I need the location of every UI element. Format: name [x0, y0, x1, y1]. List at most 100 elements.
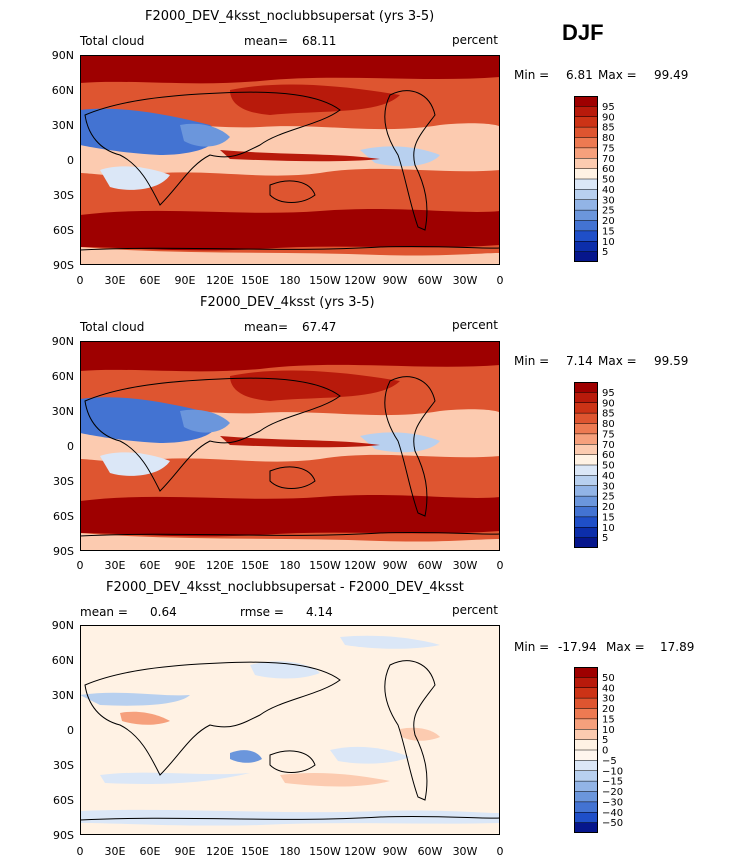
panel-2-ytick: 30S — [53, 475, 74, 488]
colorbar-label: 0 — [602, 746, 608, 757]
colorbar-swatch — [574, 770, 598, 782]
panel-1-variable-label: Total cloud — [80, 34, 145, 48]
panel-1-min-label: Min = — [514, 68, 550, 82]
colorbar-label: 20 — [602, 704, 615, 715]
colorbar-swatch — [574, 739, 598, 751]
panel-1-xtick: 90E — [174, 274, 196, 287]
colorbar-swatch — [574, 527, 598, 538]
panel-1-xtick: 120E — [206, 274, 234, 287]
colorbar-swatch — [574, 496, 598, 507]
arabia-clear — [180, 409, 230, 433]
colorbar-label: 40 — [602, 683, 615, 694]
colorbar-label: 25 — [602, 206, 615, 217]
panel-3-map — [80, 625, 500, 835]
south-atlantic-dry — [100, 452, 170, 476]
southern-storm — [80, 209, 500, 251]
colorbar-swatch — [574, 423, 598, 435]
colorbar-label: 80 — [602, 133, 615, 144]
south-atlantic-dry — [100, 166, 170, 190]
colorbar-swatch — [574, 392, 598, 404]
diff-blob-pos2 — [400, 727, 440, 741]
panel-3-ytick: 60N — [51, 654, 74, 667]
diff-blob-australia — [230, 750, 262, 763]
colorbar-swatch — [574, 718, 598, 730]
panel-2-xtick: 0 — [496, 559, 504, 572]
panel-2-xtick: 90E — [174, 559, 196, 572]
colorbar-swatch — [574, 781, 598, 792]
colorbar-label: −50 — [602, 818, 623, 829]
colorbar-label: 25 — [602, 492, 615, 503]
panel-3-ytick: 0 — [67, 724, 74, 737]
colorbar-swatch — [574, 230, 598, 242]
colorbar-swatch — [574, 116, 598, 128]
panel-1-title: F2000_DEV_4ksst_noclubbsupersat (yrs 3-5… — [145, 9, 435, 24]
panel-1-xtick: 30E — [104, 274, 126, 287]
colorbar-label: 10 — [602, 523, 615, 534]
panel-1-mean-label: mean= — [244, 34, 289, 48]
colorbar-label: 15 — [602, 226, 615, 237]
colorbar-label: 15 — [602, 512, 615, 523]
panel-3-xtick: 90E — [174, 845, 196, 858]
colorbar-swatch — [574, 729, 598, 740]
colorbar-label: 85 — [602, 409, 615, 420]
colorbar-swatch — [574, 210, 598, 221]
panel-2-xtick: 60E — [139, 559, 161, 572]
colorbar-swatch — [574, 433, 598, 445]
colorbar-label: 70 — [602, 440, 615, 451]
colorbar-label: −40 — [602, 808, 623, 819]
panel-1-mean-value: 68.11 — [302, 34, 337, 48]
colorbar-swatch — [574, 413, 598, 424]
panel-3-ytick: 60S — [53, 794, 74, 807]
panel-3-xtick: 180 — [279, 845, 301, 858]
panel-2-xtick: 0 — [76, 559, 84, 572]
colorbar-swatch — [574, 241, 598, 252]
panel-3-min-value: -17.94 — [558, 640, 597, 654]
panel-3-xtick: 0 — [496, 845, 504, 858]
map-background — [80, 625, 500, 835]
panel-1-max-label: Max = — [598, 68, 637, 82]
panel-1-xtick: 120W — [344, 274, 376, 287]
panel-2-xtick: 150E — [241, 559, 269, 572]
panel-2-xtick: 90W — [382, 559, 408, 572]
panel-2-variable-label: Total cloud — [80, 320, 145, 334]
panel-2-xtick: 120W — [344, 559, 376, 572]
panel-1-min-value: 6.81 — [566, 68, 593, 82]
colorbar-label: 75 — [602, 429, 615, 440]
panel-3-ytick: 90S — [53, 829, 74, 842]
continent-americas — [384, 90, 436, 231]
continent-africa-eurasia — [84, 377, 341, 492]
colorbar-label: 50 — [602, 461, 615, 472]
panel-2-xtick: 60W — [417, 559, 443, 572]
arabia-clear — [180, 123, 230, 147]
panel-2-ytick: 60S — [53, 510, 74, 523]
colorbar-label: 5 — [602, 735, 608, 746]
colorbar-swatch — [574, 667, 598, 678]
panel-2-min-label: Min = — [514, 354, 550, 368]
panel-2-ytick: 0 — [67, 440, 74, 453]
panel-3-title: F2000_DEV_4ksst_noclubbsupersat - F2000_… — [106, 580, 464, 595]
panel-3-xtick: 0 — [76, 845, 84, 858]
panel-2-max-label: Max = — [598, 354, 637, 368]
colorbar-swatch — [574, 677, 598, 689]
panel-1-map — [80, 55, 500, 265]
colorbar-label: 20 — [602, 502, 615, 513]
sahara-clear — [80, 108, 217, 155]
continent-americas — [384, 660, 436, 801]
panel-3-xtick: 60W — [417, 845, 443, 858]
panel-2-xtick: 150W — [309, 559, 341, 572]
colorbar-label: 10 — [602, 237, 615, 248]
panel-1-xtick: 60E — [139, 274, 161, 287]
panel-3-mean-label: mean = — [80, 605, 128, 619]
panel-1-max-value: 99.49 — [654, 68, 689, 82]
diff-blob-south — [100, 772, 250, 784]
panel-3-ytick: 30N — [51, 689, 74, 702]
colorbar-label: 95 — [602, 388, 615, 399]
itcz — [220, 150, 380, 162]
panel-3-xtick: 120W — [344, 845, 376, 858]
colorbar-label: 15 — [602, 714, 615, 725]
continent-americas — [384, 376, 436, 517]
panel-3-xtick: 60E — [139, 845, 161, 858]
colorbar-swatch — [574, 687, 598, 699]
